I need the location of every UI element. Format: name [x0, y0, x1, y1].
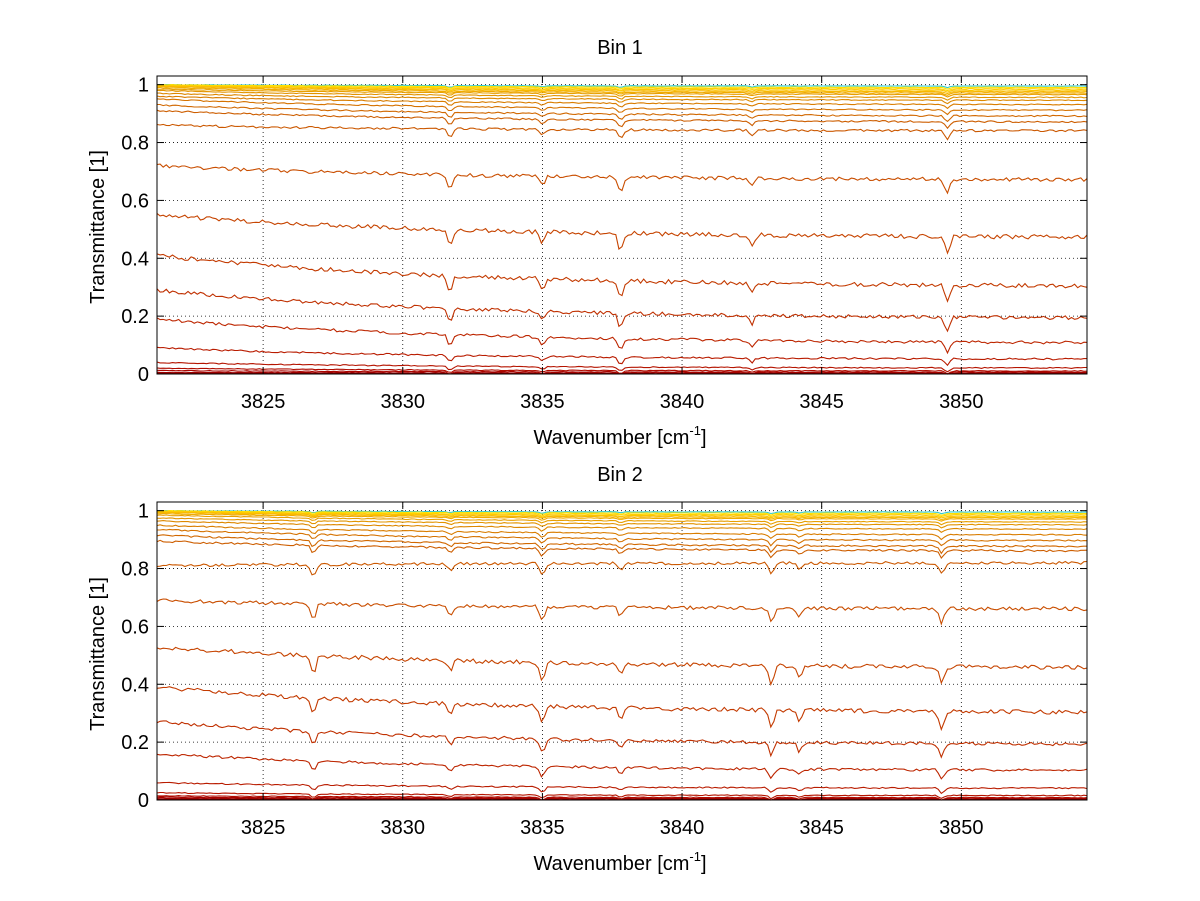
y-tick-label: 1 [138, 75, 149, 97]
x-axis-label-end: ] [701, 853, 707, 875]
x-axis-label: Wavenumber [cm-1] [533, 849, 706, 875]
x-tick-label: 3850 [939, 817, 984, 839]
series-line [156, 534, 1087, 555]
series-line [156, 520, 1088, 533]
series-line [156, 720, 1088, 759]
series-line [156, 212, 1088, 255]
y-tick-label: 0 [138, 790, 149, 812]
series-line [156, 89, 1088, 101]
x-axis-label-superscript: -1 [689, 423, 701, 438]
x-axis-label-superscript: -1 [689, 849, 701, 864]
series-line [157, 528, 1088, 547]
axes-box [156, 75, 1088, 375]
series-line [156, 163, 1088, 195]
series-line [156, 253, 1088, 303]
panel-bin-1: Bin 1 Transmittance [1] Wavenumber [cm-1… [87, 37, 1088, 449]
series-line [156, 85, 1088, 95]
plot-area: 3825 3830 3835 3840 3845 3850 0 0.2 0.4 0.6 0.8 1 [121, 501, 1088, 839]
panel-bin-2: Bin 2 Transmittance [1] Wavenumber [cm-1… [87, 464, 1088, 875]
x-tick-label: 3835 [520, 817, 565, 839]
series-line [156, 560, 1088, 576]
plot-area: 3825 3830 3835 3840 3845 3850 0 0.2 0.4 0.6 0.8 1 [121, 75, 1088, 413]
series-line [156, 361, 1087, 373]
series-line [156, 85, 1088, 93]
series-line [156, 98, 1088, 116]
x-tick-label: 3835 [520, 391, 565, 413]
series-line [156, 646, 1088, 687]
x-tick-label: 3845 [799, 391, 844, 413]
x-tick-label: 3825 [241, 817, 286, 839]
series-line [156, 598, 1088, 626]
series-line [156, 511, 1088, 519]
y-tick-label: 0 [138, 364, 149, 386]
series-line [156, 511, 1088, 521]
x-tick-label: 3840 [660, 391, 705, 413]
x-tick-label: 3850 [939, 391, 984, 413]
x-tick-label: 3830 [381, 817, 426, 839]
y-tick-label: 0.6 [121, 190, 149, 212]
series-line [156, 123, 1088, 141]
series-line [156, 791, 1088, 800]
x-tick-label: 3845 [799, 817, 844, 839]
series-line [156, 753, 1088, 780]
x-axis-label-main: Wavenumber [cm [533, 853, 689, 875]
series-line [156, 346, 1087, 367]
x-axis-label-end: ] [701, 427, 707, 449]
series-line [156, 686, 1088, 732]
y-tick-label: 0.8 [121, 133, 149, 155]
series-line [156, 512, 1088, 522]
y-tick-label: 0.4 [121, 248, 149, 270]
series-line [157, 92, 1088, 105]
x-axis-label-main: Wavenumber [cm [533, 427, 689, 449]
series-line [157, 510, 1088, 516]
series-line [156, 288, 1088, 333]
y-tick-label: 0.4 [121, 674, 149, 696]
series-line [156, 510, 1088, 518]
x-tick-label: 3840 [660, 817, 705, 839]
series-line [156, 84, 1087, 90]
series-line [156, 317, 1088, 355]
series-line [156, 510, 1088, 515]
series-line [157, 84, 1088, 92]
series-line [156, 524, 1088, 541]
y-axis-label: Transmittance [1] [87, 577, 109, 731]
axes-box [156, 501, 1088, 801]
series-line [156, 539, 1088, 559]
series-line [156, 109, 1088, 130]
series-line [157, 103, 1088, 123]
series-line [157, 86, 1088, 96]
series-line [156, 95, 1088, 110]
chart-title: Bin 1 [597, 37, 643, 59]
y-tick-label: 0.2 [121, 732, 149, 754]
x-tick-label: 3825 [241, 391, 286, 413]
series-line [156, 88, 1088, 98]
y-axis-label: Transmittance [1] [87, 150, 109, 304]
series-line [156, 514, 1088, 526]
y-tick-label: 0.6 [121, 616, 149, 638]
x-axis-label: Wavenumber [cm-1] [533, 423, 706, 449]
y-tick-label: 0.8 [121, 559, 149, 581]
series-line [156, 517, 1088, 529]
y-tick-label: 1 [138, 501, 149, 523]
series-line [156, 781, 1088, 795]
y-tick-label: 0.2 [121, 306, 149, 328]
x-tick-label: 3830 [381, 391, 426, 413]
chart-title: Bin 2 [597, 464, 643, 486]
